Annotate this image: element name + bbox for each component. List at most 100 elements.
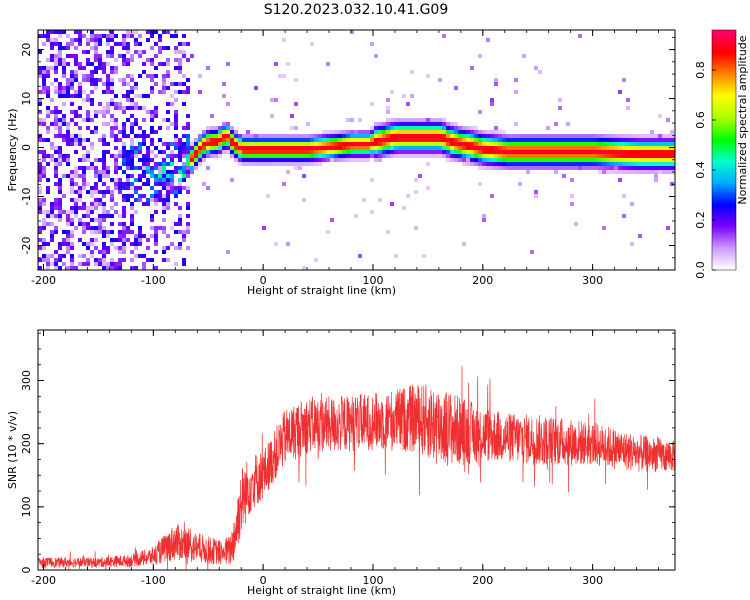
- spectrogram-cell: [638, 234, 642, 238]
- spectrogram-cell: [138, 50, 142, 54]
- spectrogram-cell: [246, 138, 250, 142]
- spectrogram-cell: [394, 130, 398, 134]
- spectrogram-cell: [46, 254, 50, 258]
- spectrogram-cell: [150, 130, 154, 134]
- spectrogram-cell: [86, 138, 90, 142]
- spectrogram-cell: [118, 178, 122, 182]
- spectrogram-cell: [150, 198, 154, 202]
- spectrogram-cell: [58, 162, 62, 166]
- spectrogram-cell: [58, 90, 62, 94]
- spectrogram-cell: [402, 130, 406, 134]
- spectrogram-cell: [570, 150, 574, 154]
- spectrogram-cell: [562, 150, 566, 154]
- spectrogram-cell: [274, 62, 278, 66]
- spectrogram-cell: [666, 138, 670, 142]
- spectrogram-cell: [106, 122, 110, 126]
- spectrogram-cell: [122, 38, 126, 42]
- colorbar-label: Normalized spectral amplitude: [736, 35, 749, 204]
- spectrogram-cell: [550, 166, 554, 170]
- spectrogram-cell: [342, 158, 346, 162]
- spectrogram-cell: [322, 134, 326, 138]
- spectrogram-cell: [214, 126, 218, 130]
- spectrogram-cell: [426, 150, 430, 154]
- colorbar-strip: [712, 226, 736, 229]
- spectrogram-cell: [214, 138, 218, 142]
- spectrogram-cell: [286, 242, 290, 246]
- spectrogram-cell: [146, 238, 150, 242]
- colorbar-strip: [712, 76, 736, 79]
- spectrogram-cell: [74, 150, 78, 154]
- spectrogram-cell: [426, 130, 430, 134]
- spectrogram-cell: [94, 70, 98, 74]
- spectrogram-cell: [90, 202, 94, 206]
- colorbar-strip: [712, 236, 736, 239]
- spectrogram-cell: [74, 54, 78, 58]
- spectrogram-cell: [370, 42, 374, 46]
- spectrogram-cell: [258, 142, 262, 146]
- spectrogram-cell: [54, 266, 58, 270]
- spectrogram-cell: [550, 150, 554, 154]
- spectrogram-cell: [638, 138, 642, 142]
- spectrogram-cell: [406, 138, 410, 142]
- spectrogram-cell: [486, 158, 490, 162]
- colorbar-strip: [712, 264, 736, 267]
- spectrogram-cell: [38, 118, 42, 122]
- spectrogram-cell: [518, 138, 522, 142]
- spectrogram-cells: [38, 30, 675, 270]
- spectrogram-cell: [86, 150, 90, 154]
- spectrogram-cell: [138, 230, 142, 234]
- spectrogram-y-tick-label: 0: [20, 144, 33, 151]
- spectrogram-cell: [394, 138, 398, 142]
- spectrogram-cell: [462, 154, 466, 158]
- spectrogram-cell: [122, 226, 126, 230]
- spectrogram-cell: [82, 166, 86, 170]
- spectrogram-cell: [470, 126, 474, 130]
- spectrogram-cell: [110, 194, 114, 198]
- spectrogram-cell: [290, 146, 294, 150]
- spectrogram-cell: [294, 146, 298, 150]
- spectrogram-cell: [138, 142, 142, 146]
- spectrogram-cell: [66, 174, 70, 178]
- spectrogram-cell: [150, 46, 154, 50]
- spectrogram-cell: [142, 118, 146, 122]
- spectrogram-cell: [166, 154, 170, 158]
- spectrogram-cell: [86, 62, 90, 66]
- spectrogram-cell: [182, 34, 186, 38]
- spectrogram-cell: [198, 138, 202, 142]
- spectrogram-cell: [362, 150, 366, 154]
- spectrogram-cell: [570, 158, 574, 162]
- spectrogram-cell: [226, 62, 230, 66]
- spectrogram-cell: [58, 242, 62, 246]
- spectrogram-cell: [570, 142, 574, 146]
- spectrogram-cell: [462, 130, 466, 134]
- spectrogram-cell: [346, 146, 350, 150]
- colorbar-strip: [712, 74, 736, 77]
- spectrogram-cell: [454, 134, 458, 138]
- spectrogram-cell: [298, 166, 302, 170]
- spectrogram-cell: [38, 206, 42, 210]
- spectrogram-cell: [422, 254, 426, 258]
- spectrogram-cell: [166, 30, 170, 34]
- spectrogram-cell: [126, 174, 130, 178]
- spectrogram-cell: [110, 154, 114, 158]
- spectrogram-cell: [550, 142, 554, 146]
- spectrogram-cell: [378, 158, 382, 162]
- spectrogram-cell: [426, 118, 430, 122]
- spectrogram-cell: [566, 134, 570, 138]
- spectrogram-cell: [362, 146, 366, 150]
- spectrogram-cell: [218, 138, 222, 142]
- spectrogram-cell: [186, 78, 190, 82]
- spectrogram-cell: [654, 154, 658, 158]
- spectrogram-cell: [630, 142, 634, 146]
- spectrogram-cell: [54, 258, 58, 262]
- spectrogram-cell: [174, 194, 178, 198]
- spectrogram-cell: [486, 162, 490, 166]
- spectrogram-cell: [118, 246, 122, 250]
- spectrogram-cell: [646, 162, 650, 166]
- colorbar-strip: [712, 40, 736, 43]
- spectrogram-cell: [610, 162, 614, 166]
- spectrogram-cell: [566, 142, 570, 146]
- spectrogram-cell: [78, 166, 82, 170]
- spectrogram-cell: [222, 130, 226, 134]
- spectrogram-cell: [478, 110, 482, 114]
